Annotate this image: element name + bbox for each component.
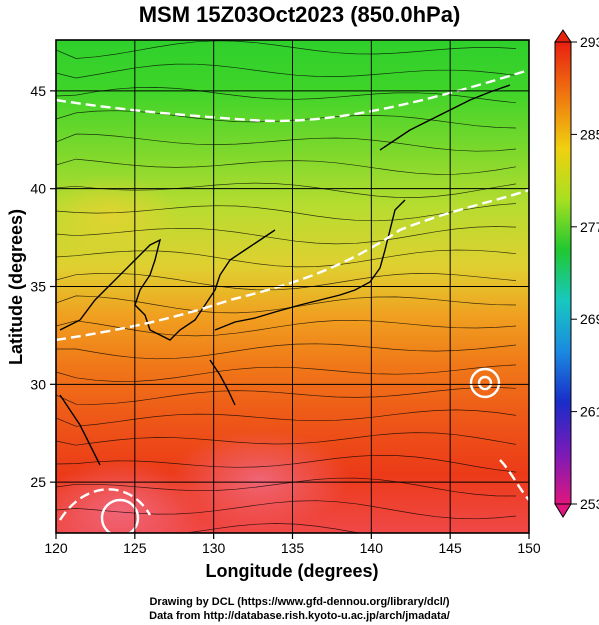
streamlines (56, 40, 517, 533)
streamline (56, 387, 517, 405)
colorbar-tick-label: 269 (580, 311, 599, 327)
lat-lon-grid (56, 40, 529, 533)
colorbar-ticks: 293 285 277 269 261 253 (571, 34, 599, 512)
streamline (56, 364, 517, 382)
coastlines (59, 84, 511, 466)
streamline (56, 133, 517, 152)
streamline (56, 249, 517, 268)
x-axis-title: Longitude (degrees) (205, 561, 378, 581)
streamline (56, 203, 517, 222)
streamline (56, 409, 517, 427)
y-tick-label: 25 (30, 474, 46, 490)
x-tick-label: 140 (360, 540, 384, 556)
colorbar-top-arrow (554, 29, 572, 43)
colorbar-tick-label: 293 (580, 34, 599, 50)
x-tick-label: 130 (202, 540, 226, 556)
streamline (56, 87, 517, 104)
cyclone-circulation (100, 367, 501, 533)
y-tick-label: 40 (30, 181, 46, 197)
streamline (56, 272, 517, 291)
streamline (56, 182, 517, 198)
streamline (56, 500, 517, 520)
streamline (56, 343, 517, 360)
x-axis-ticks: 120 125 130 135 140 145 150 (44, 533, 541, 556)
streamline (56, 523, 361, 533)
streamline (56, 319, 517, 337)
colorbar-bottom-arrow (554, 503, 572, 518)
colorbar-tick-label: 285 (580, 126, 599, 142)
colorbar-scale (554, 41, 572, 505)
y-tick-label: 45 (30, 83, 46, 99)
page-title: MSM 15Z03Oct2023 (850.0hPa) (138, 2, 461, 27)
temperature-contours (56, 68, 529, 521)
x-tick-label: 150 (517, 540, 541, 556)
streamline (56, 226, 517, 245)
streamline (56, 432, 517, 446)
y-tick-label: 30 (30, 376, 46, 392)
x-tick-label: 125 (123, 540, 147, 556)
credit-drawing: Drawing by DCL (https://www.gfd-dennou.o… (149, 596, 450, 608)
y-axis-ticks: 25 30 35 40 45 (30, 83, 56, 490)
colorbar-tick-label: 277 (580, 219, 599, 235)
colorbar: 293 285 277 269 261 253 (554, 29, 599, 518)
streamline (56, 477, 517, 497)
streamline (56, 40, 517, 59)
streamline (56, 454, 517, 473)
y-tick-label: 35 (30, 279, 46, 295)
streamline (56, 158, 517, 175)
x-tick-label: 135 (281, 540, 305, 556)
colorbar-tick-label: 253 (580, 496, 599, 512)
colorbar-tick-label: 261 (580, 404, 599, 420)
streamline (56, 63, 517, 79)
y-axis-title: Latitude (degrees) (6, 209, 26, 365)
x-tick-label: 120 (44, 540, 68, 556)
x-tick-label: 145 (438, 540, 462, 556)
credit-data: Data from http://database.rish.kyoto-u.a… (149, 610, 450, 622)
